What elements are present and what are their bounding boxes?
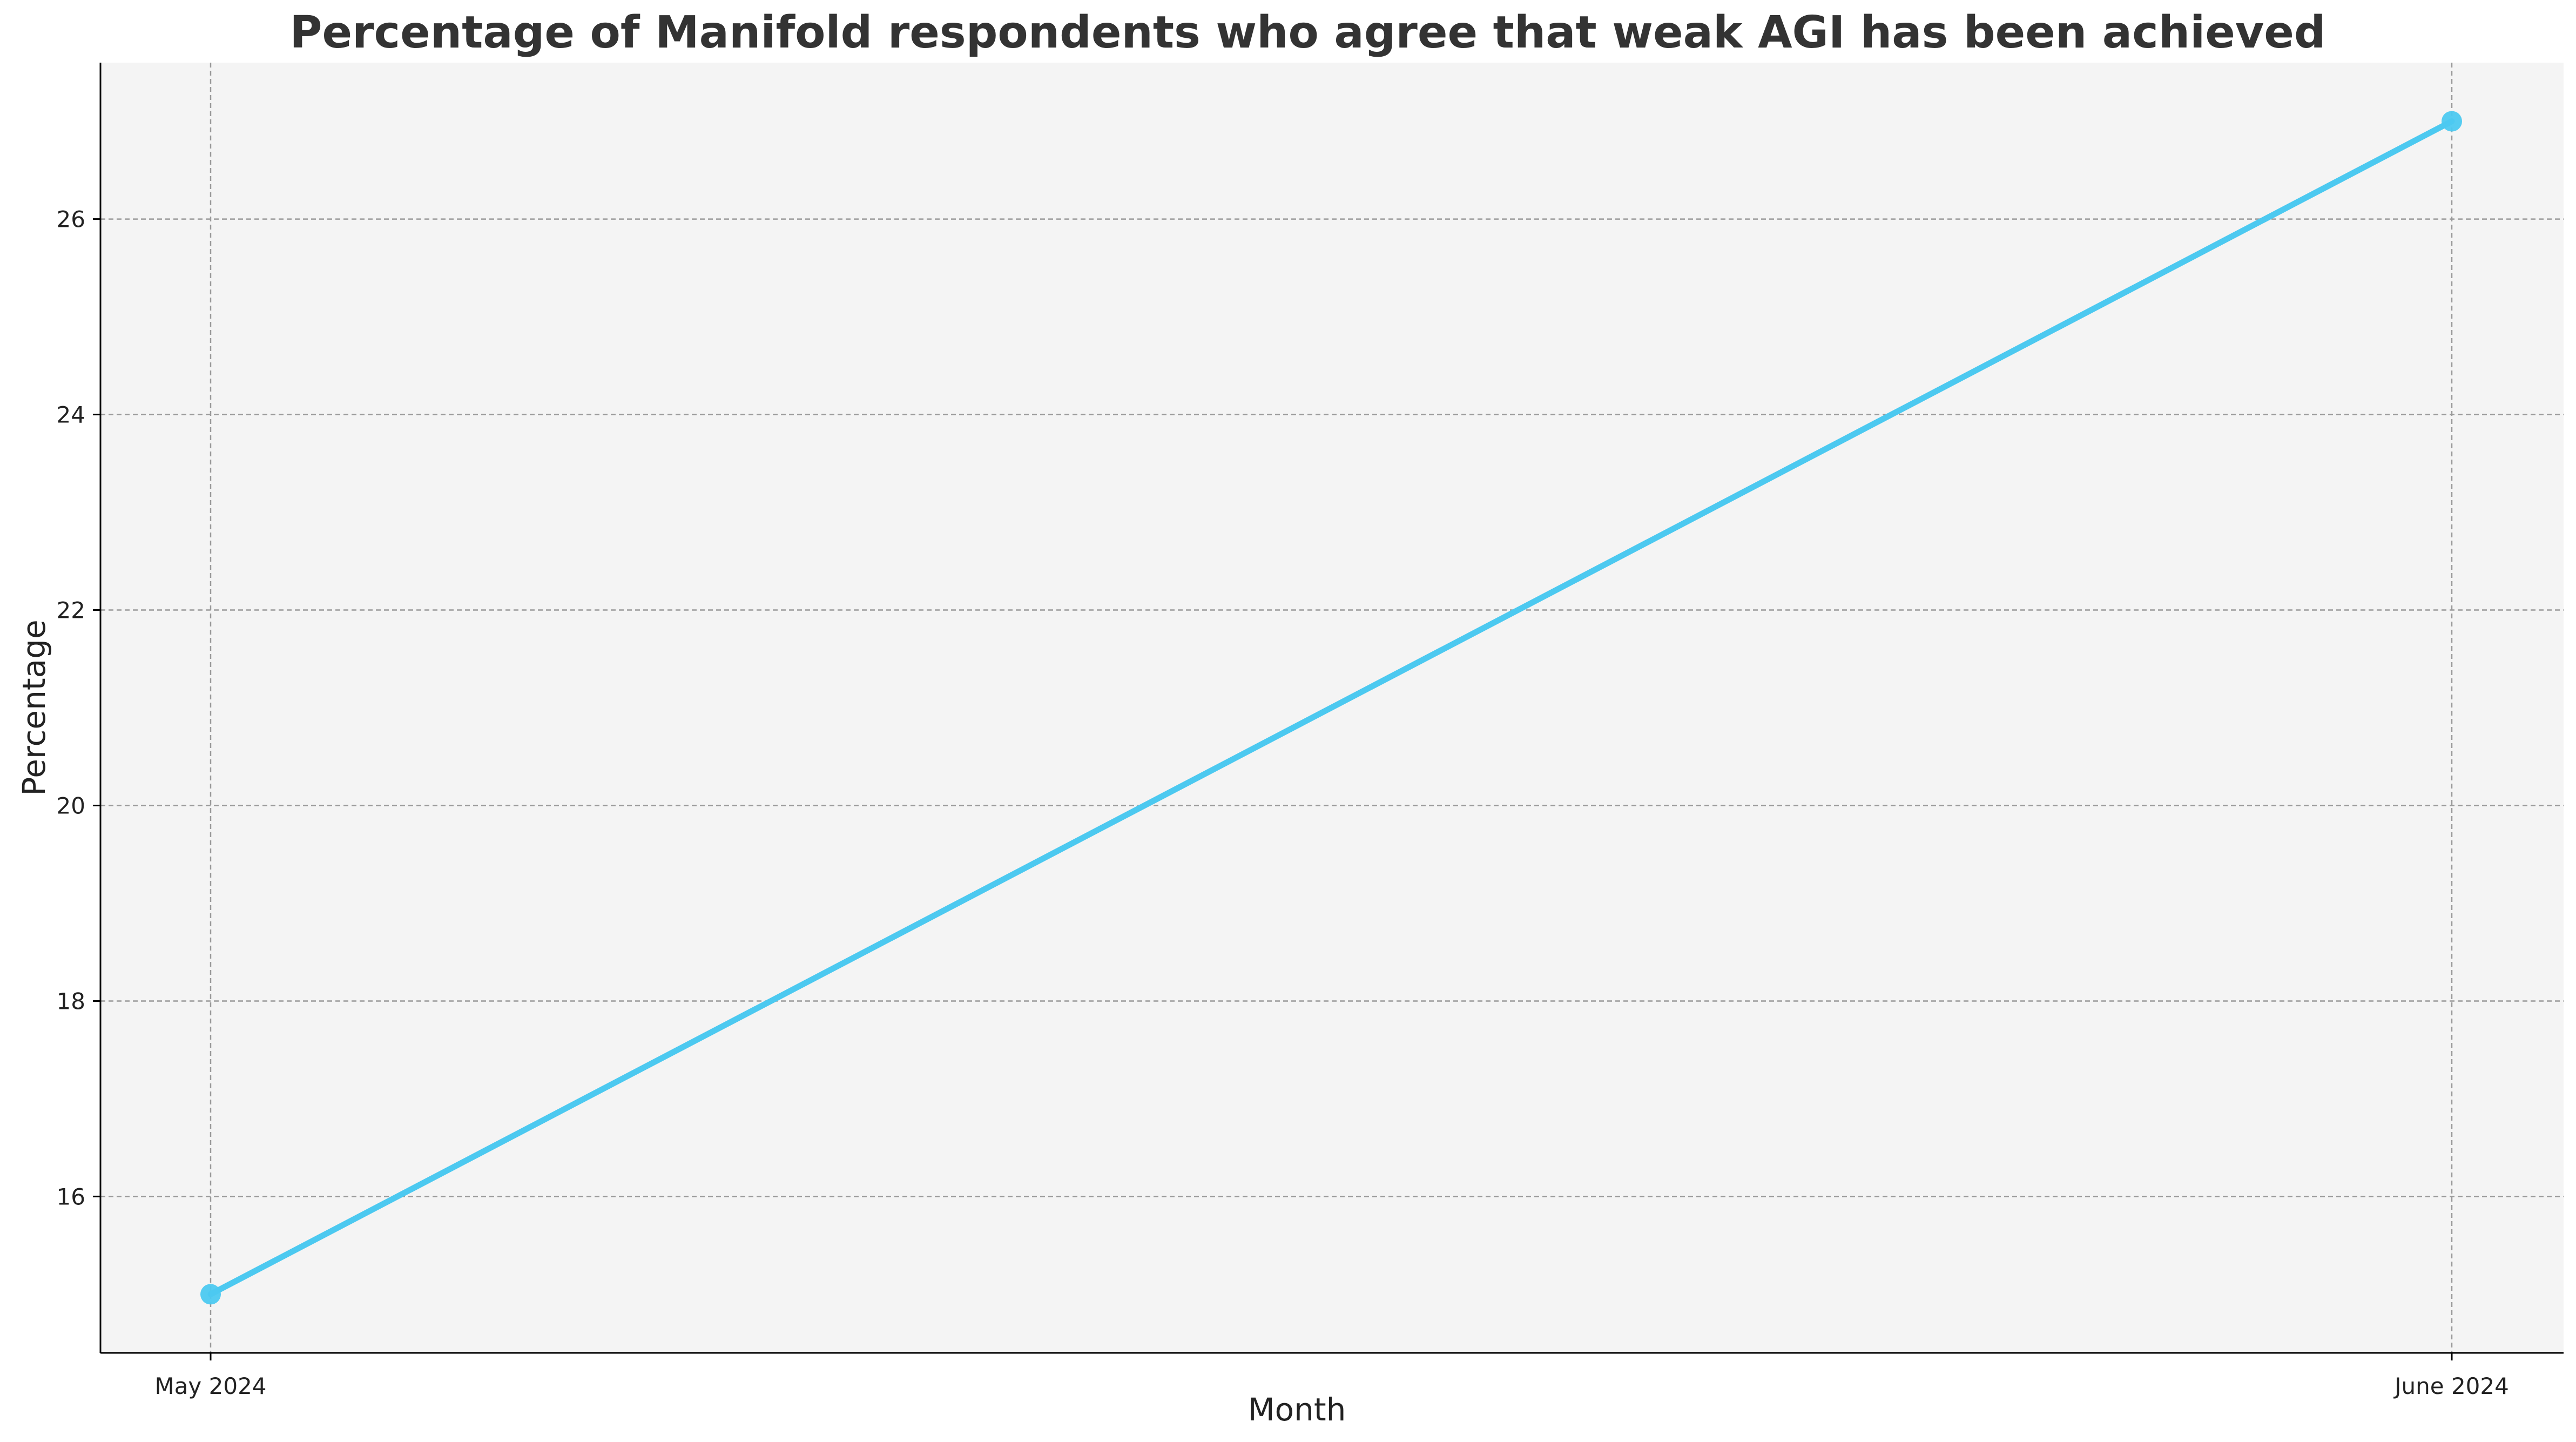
tick-labels: 16 18 20 22 24 26 May 2024 June 2024 — [57, 206, 2509, 1399]
data-point — [2442, 111, 2462, 132]
x-tick-label: June 2024 — [2393, 1373, 2509, 1399]
axes — [93, 63, 2564, 1360]
y-tick-label: 26 — [57, 206, 85, 233]
data-point — [200, 1284, 221, 1305]
y-tick-label: 24 — [57, 402, 85, 428]
series-line — [207, 118, 2455, 1297]
x-axis-title: Month — [1248, 1391, 1346, 1428]
y-tick-label: 18 — [57, 988, 85, 1014]
chart-title: Percentage of Manifold respondents who a… — [289, 7, 2325, 58]
y-tick-label: 20 — [57, 792, 85, 819]
x-tick-label: May 2024 — [154, 1373, 266, 1399]
y-tick-label: 22 — [57, 597, 85, 624]
grid-lines — [100, 63, 2564, 1353]
series-lines — [207, 118, 2455, 1297]
y-axis-title: Percentage — [16, 619, 52, 796]
y-tick-label: 16 — [57, 1183, 85, 1210]
data-points — [200, 111, 2462, 1305]
